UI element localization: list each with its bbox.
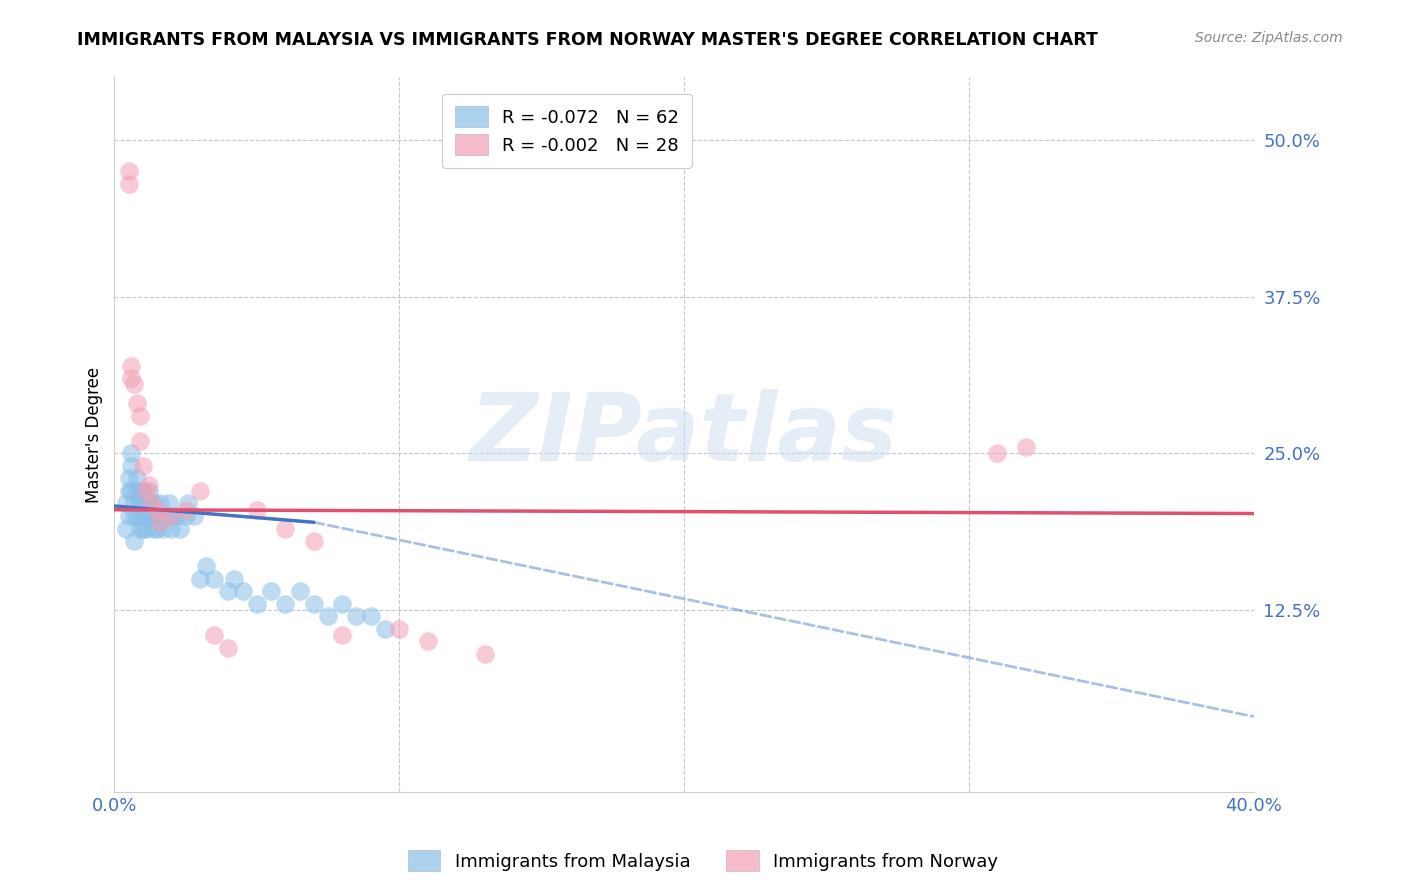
- Point: [114, 496, 136, 510]
- Point: [330, 628, 353, 642]
- Point: [986, 446, 1008, 460]
- Point: [160, 508, 183, 523]
- Point: [132, 483, 155, 498]
- Point: [135, 508, 157, 523]
- Point: [141, 508, 163, 523]
- Point: [474, 647, 496, 661]
- Point: [118, 483, 141, 498]
- Point: [129, 434, 152, 448]
- Point: [138, 483, 160, 498]
- Legend: Immigrants from Malaysia, Immigrants from Norway: Immigrants from Malaysia, Immigrants fro…: [401, 843, 1005, 879]
- Point: [118, 164, 141, 178]
- Point: [183, 508, 205, 523]
- Point: [127, 508, 149, 523]
- Point: [217, 584, 239, 599]
- Point: [127, 396, 149, 410]
- Point: [246, 502, 269, 516]
- Point: [149, 496, 172, 510]
- Point: [174, 508, 197, 523]
- Point: [138, 496, 160, 510]
- Point: [232, 584, 254, 599]
- Point: [124, 534, 146, 549]
- Point: [316, 609, 339, 624]
- Y-axis label: Master's Degree: Master's Degree: [86, 367, 103, 502]
- Point: [274, 597, 297, 611]
- Point: [124, 377, 146, 392]
- Point: [146, 522, 169, 536]
- Point: [160, 508, 183, 523]
- Point: [132, 522, 155, 536]
- Point: [114, 522, 136, 536]
- Point: [157, 496, 180, 510]
- Point: [121, 359, 143, 373]
- Point: [202, 572, 225, 586]
- Point: [121, 371, 143, 385]
- Point: [374, 622, 396, 636]
- Point: [388, 622, 411, 636]
- Point: [146, 502, 169, 516]
- Point: [127, 471, 149, 485]
- Point: [160, 522, 183, 536]
- Point: [146, 508, 169, 523]
- Text: ZIPatlas: ZIPatlas: [470, 389, 898, 481]
- Point: [118, 177, 141, 191]
- Point: [152, 522, 174, 536]
- Point: [129, 409, 152, 423]
- Point: [132, 508, 155, 523]
- Point: [194, 559, 217, 574]
- Point: [360, 609, 382, 624]
- Point: [138, 477, 160, 491]
- Point: [143, 496, 166, 510]
- Point: [274, 522, 297, 536]
- Point: [129, 496, 152, 510]
- Point: [121, 483, 143, 498]
- Point: [346, 609, 368, 624]
- Text: IMMIGRANTS FROM MALAYSIA VS IMMIGRANTS FROM NORWAY MASTER'S DEGREE CORRELATION C: IMMIGRANTS FROM MALAYSIA VS IMMIGRANTS F…: [77, 31, 1098, 49]
- Point: [141, 496, 163, 510]
- Point: [129, 483, 152, 498]
- Point: [330, 597, 353, 611]
- Point: [135, 483, 157, 498]
- Point: [166, 508, 188, 523]
- Point: [135, 522, 157, 536]
- Point: [124, 508, 146, 523]
- Point: [118, 471, 141, 485]
- Point: [202, 628, 225, 642]
- Point: [169, 522, 191, 536]
- Point: [174, 502, 197, 516]
- Point: [141, 496, 163, 510]
- Point: [302, 534, 325, 549]
- Point: [188, 483, 211, 498]
- Point: [118, 508, 141, 523]
- Point: [149, 508, 172, 523]
- Point: [121, 446, 143, 460]
- Point: [135, 496, 157, 510]
- Point: [163, 508, 186, 523]
- Text: Source: ZipAtlas.com: Source: ZipAtlas.com: [1195, 31, 1343, 45]
- Point: [124, 496, 146, 510]
- Point: [288, 584, 311, 599]
- Point: [132, 496, 155, 510]
- Point: [260, 584, 283, 599]
- Point: [129, 522, 152, 536]
- Point: [188, 572, 211, 586]
- Point: [222, 572, 245, 586]
- Point: [149, 516, 172, 530]
- Point: [143, 522, 166, 536]
- Point: [177, 496, 200, 510]
- Point: [155, 508, 177, 523]
- Point: [1015, 440, 1038, 454]
- Legend: R = -0.072   N = 62, R = -0.002   N = 28: R = -0.072 N = 62, R = -0.002 N = 28: [443, 94, 692, 168]
- Point: [302, 597, 325, 611]
- Point: [121, 458, 143, 473]
- Point: [217, 640, 239, 655]
- Point: [416, 634, 439, 648]
- Point: [132, 458, 155, 473]
- Point: [127, 483, 149, 498]
- Point: [246, 597, 269, 611]
- Point: [138, 508, 160, 523]
